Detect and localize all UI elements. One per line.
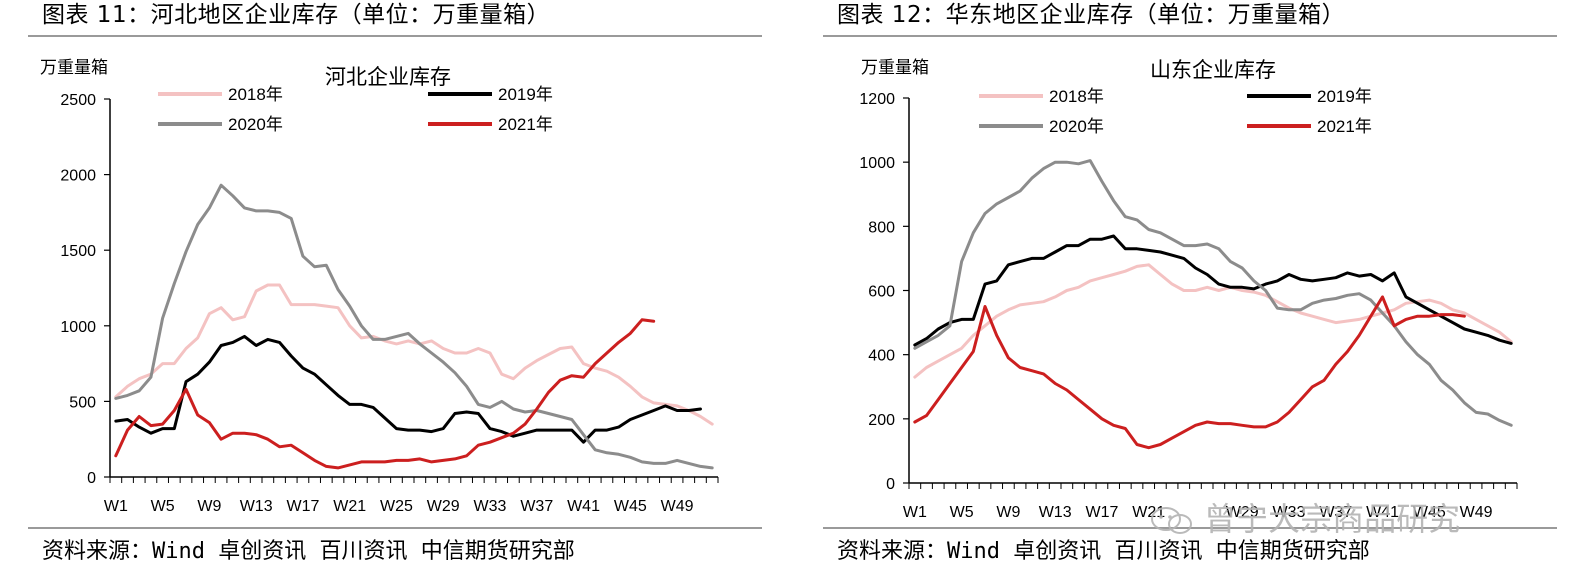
- y-tick-label: 2500: [60, 92, 96, 109]
- figure-title: 图表 12：华东地区企业库存（单位：万重量箱）: [837, 2, 1346, 28]
- hebei-inventory-chart: 河北企业库存 万重量箱 0 500 1000 1500 2000 2500 W1 W5 W9 W13 W…: [40, 58, 719, 515]
- x-tick-label: W5: [950, 504, 974, 521]
- y-tick-label: 800: [868, 219, 895, 236]
- x-tick-label: W45: [614, 498, 647, 515]
- y-tick-label: 0: [886, 476, 895, 493]
- y-tick-label: 600: [868, 284, 895, 301]
- series-line-2019年: [114, 334, 702, 444]
- x-tick-label: W13: [1039, 504, 1072, 521]
- series-line-2021年: [114, 318, 656, 470]
- x-tick-label: W29: [1226, 504, 1259, 521]
- legend-label: 2020年: [1049, 117, 1104, 136]
- x-tick-label: W1: [104, 498, 128, 515]
- legend-label: 2021年: [1317, 117, 1372, 136]
- series-line-2020年: [913, 159, 1513, 427]
- legend-label: 2019年: [498, 85, 553, 104]
- series-line-2019年: [913, 234, 1513, 347]
- panel-hebei: 图表 11：河北地区企业库存（单位：万重量箱） 河北企业库存 万重量箱 0 500 10…: [0, 0, 762, 588]
- bottom-divider: [28, 527, 762, 529]
- x-tick-label: W33: [1273, 504, 1306, 521]
- watermark-text: 曾宁大宗商品研究: [1204, 500, 1461, 538]
- x-tick-label: W29: [427, 498, 460, 515]
- x-tick-label: W21: [1132, 504, 1165, 521]
- x-tick-label: W1: [903, 504, 927, 521]
- x-tick-label: W25: [380, 498, 413, 515]
- x-tick-label: W5: [151, 498, 175, 515]
- shandong-inventory-chart: 山东企业库存 万重量箱 0 200 400 600 800 1000 1200 W1 W5 W9 W13…: [859, 58, 1518, 521]
- y-unit-label: 万重量箱: [40, 58, 108, 77]
- figure-title: 图表 11：河北地区企业库存（单位：万重量箱）: [42, 2, 551, 28]
- series-line-2018年: [114, 283, 714, 426]
- x-tick-label: W21: [333, 498, 366, 515]
- series-line-2018年: [913, 263, 1513, 379]
- x-tick-label: W13: [240, 498, 273, 515]
- y-tick-label: 0: [87, 470, 96, 487]
- y-tick-label: 2000: [60, 168, 96, 185]
- y-tick-label: 400: [868, 348, 895, 365]
- series-line-2021年: [913, 295, 1466, 450]
- y-tick-label: 1000: [60, 319, 96, 336]
- x-tick-label: W49: [661, 498, 694, 515]
- x-tick-label: W45: [1413, 504, 1446, 521]
- source-note: 资料来源：Wind 卓创资讯 百川资讯 中信期货研究部: [837, 539, 1370, 564]
- source-note: 资料来源：Wind 卓创资讯 百川资讯 中信期货研究部: [42, 539, 575, 564]
- x-tick-label: W41: [1366, 504, 1399, 521]
- chart-title: 山东企业库存: [1150, 59, 1276, 82]
- x-tick-label: W37: [1319, 504, 1352, 521]
- panel-east-china: 图表 12：华东地区企业库存（单位：万重量箱） 山东企业库存 万重量箱 0 200 40…: [795, 0, 1557, 588]
- x-tick-label: W49: [1460, 504, 1493, 521]
- y-tick-label: 1500: [60, 243, 96, 260]
- legend-label: 2018年: [228, 85, 283, 104]
- y-tick-label: 1000: [859, 155, 895, 172]
- x-tick-label: W9: [996, 504, 1020, 521]
- x-tick-label: W17: [286, 498, 319, 515]
- x-tick-label: W9: [197, 498, 221, 515]
- top-divider: [823, 35, 1557, 37]
- legend-label: 2020年: [228, 115, 283, 134]
- x-tick-label: W17: [1085, 504, 1118, 521]
- series-line-2020年: [114, 183, 714, 470]
- wechat-icon: [1151, 507, 1192, 534]
- y-tick-label: 500: [69, 394, 96, 411]
- y-tick-label: 1200: [859, 91, 895, 108]
- chart-title: 河北企业库存: [325, 66, 451, 89]
- x-tick-label: W41: [567, 498, 600, 515]
- legend-label: 2019年: [1317, 87, 1372, 106]
- legend-label: 2021年: [498, 115, 553, 134]
- top-divider: [28, 35, 762, 37]
- y-tick-label: 200: [868, 412, 895, 429]
- y-unit-label: 万重量箱: [861, 58, 929, 77]
- x-tick-label: W33: [474, 498, 507, 515]
- x-tick-label: W37: [520, 498, 553, 515]
- watermark: 曾宁大宗商品研究: [1150, 494, 1550, 544]
- legend-label: 2018年: [1049, 87, 1104, 106]
